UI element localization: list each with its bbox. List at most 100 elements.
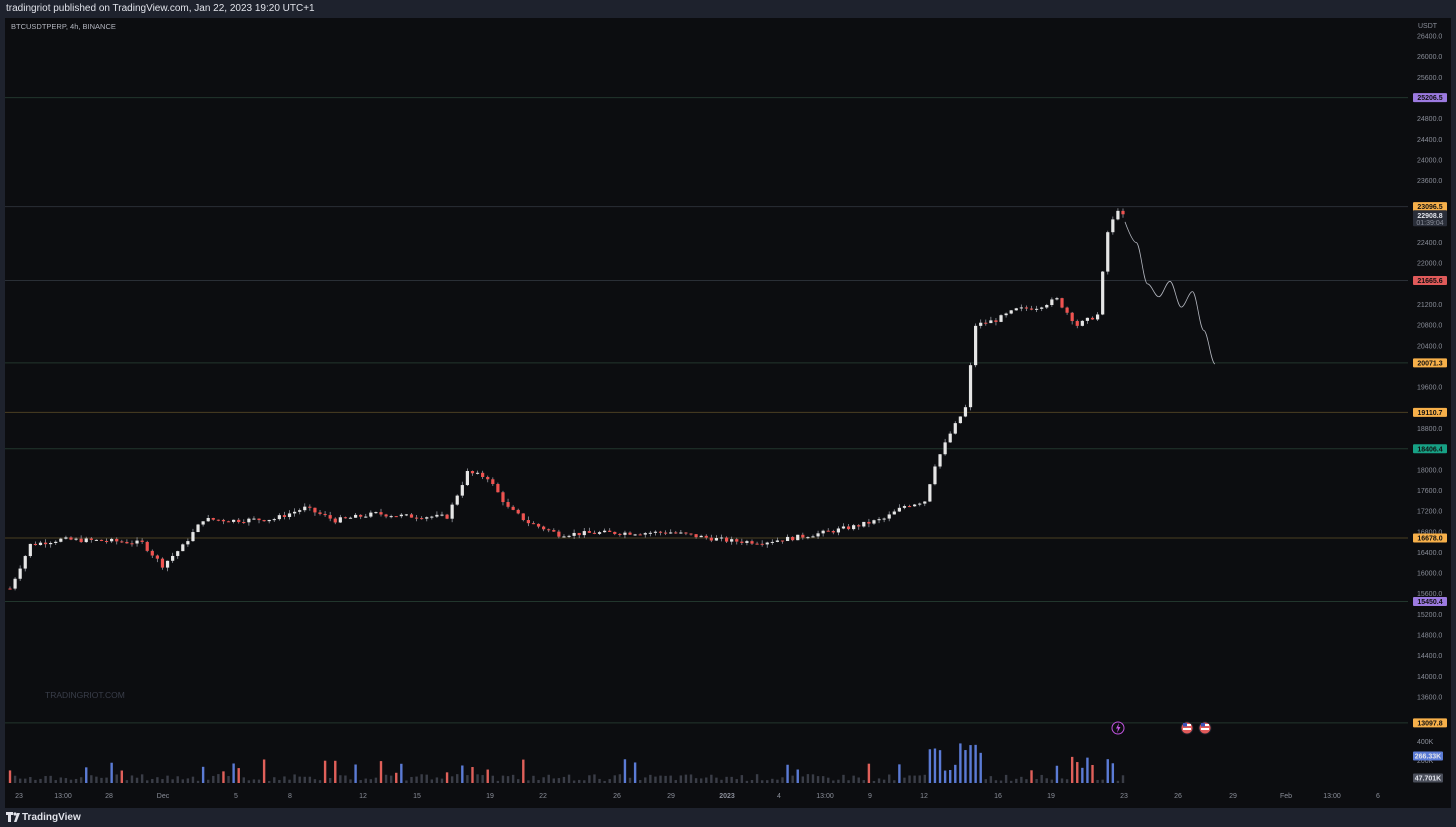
candle-body[interactable] (49, 542, 53, 545)
candle-body[interactable] (953, 423, 957, 434)
candle-body[interactable] (1070, 312, 1074, 322)
candle-body[interactable] (1116, 210, 1120, 220)
candle-body[interactable] (359, 514, 363, 517)
candle-body[interactable] (872, 520, 876, 524)
candle-body[interactable] (689, 533, 693, 535)
candle-body[interactable] (730, 539, 734, 542)
candle-body[interactable] (389, 516, 393, 518)
candle-body[interactable] (221, 519, 226, 522)
candle-body[interactable] (1009, 310, 1013, 314)
candle-body[interactable] (1040, 307, 1044, 309)
candle-body[interactable] (582, 531, 586, 536)
candle-body[interactable] (765, 542, 769, 545)
candle-body[interactable] (328, 515, 332, 519)
candle-body[interactable] (64, 537, 68, 539)
candle-body[interactable] (18, 568, 22, 579)
symbol-legend[interactable]: BTCUSDTPERP, 4h, BINANCE (11, 22, 116, 31)
candle-body[interactable] (369, 512, 373, 517)
candle-body[interactable] (74, 538, 78, 540)
candle-body[interactable] (293, 511, 297, 514)
candle-body[interactable] (770, 541, 774, 543)
candle-body[interactable] (343, 517, 348, 519)
candle-body[interactable] (933, 466, 937, 485)
candle-body[interactable] (806, 537, 810, 539)
candle-body[interactable] (420, 518, 424, 520)
candle-body[interactable] (237, 519, 241, 523)
candle-body[interactable] (1019, 307, 1023, 309)
price-axis[interactable]: 26400.0 26000.0 25600.0 24800.0 24400.0 24000… (1413, 34, 1447, 783)
candle-body[interactable] (445, 514, 449, 519)
candle-body[interactable] (821, 530, 825, 534)
candle-body[interactable] (364, 516, 368, 518)
candle-body[interactable] (140, 540, 144, 542)
candle-body[interactable] (755, 543, 759, 545)
candle-body[interactable] (1014, 308, 1018, 311)
price-chart[interactable]: 26400.0 26000.0 25600.0 24800.0 24400.0 24000… (5, 18, 1451, 808)
candle-body[interactable] (201, 521, 205, 525)
candle-body[interactable] (191, 532, 195, 542)
candle-body[interactable] (841, 526, 846, 529)
candle-body[interactable] (115, 538, 119, 542)
candle-body[interactable] (1111, 219, 1115, 233)
candle-body[interactable] (887, 514, 891, 519)
candle-body[interactable] (521, 513, 525, 521)
candle-body[interactable] (633, 534, 637, 536)
candle-body[interactable] (1004, 313, 1008, 316)
candle-body[interactable] (613, 531, 617, 534)
candle-body[interactable] (257, 518, 261, 521)
candle-body[interactable] (1065, 307, 1069, 313)
candle-body[interactable] (374, 512, 378, 514)
candle-body[interactable] (526, 520, 530, 524)
candle-body[interactable] (902, 506, 907, 508)
candle-body[interactable] (674, 532, 678, 534)
candle-body[interactable] (1050, 299, 1054, 306)
candle-body[interactable] (608, 530, 612, 532)
candle-body[interactable] (176, 551, 180, 556)
candle-body[interactable] (658, 531, 663, 533)
candle-body[interactable] (379, 512, 383, 515)
candle-body[interactable] (496, 484, 500, 493)
candle-body[interactable] (857, 525, 861, 527)
candle-body[interactable] (984, 322, 988, 324)
candle-body[interactable] (394, 516, 398, 518)
candle-body[interactable] (262, 520, 266, 522)
candle-body[interactable] (719, 537, 724, 539)
candle-body[interactable] (745, 541, 749, 543)
candle-body[interactable] (557, 531, 561, 537)
candle-body[interactable] (572, 532, 576, 536)
candle-body[interactable] (709, 537, 713, 541)
candle-body[interactable] (801, 534, 805, 538)
candle-body[interactable] (796, 534, 800, 541)
candle-body[interactable] (948, 433, 952, 443)
candle-body[interactable] (282, 515, 287, 517)
candle-body[interactable] (724, 537, 729, 542)
candle-body[interactable] (501, 492, 505, 503)
candle-body[interactable] (196, 524, 200, 533)
candle-body[interactable] (54, 541, 58, 543)
candle-body[interactable] (125, 541, 129, 544)
candle-body[interactable] (226, 521, 231, 523)
candle-body[interactable] (409, 514, 414, 518)
candle-body[interactable] (475, 472, 480, 474)
candle-body[interactable] (628, 532, 632, 535)
candle-body[interactable] (536, 523, 541, 527)
candle-body[interactable] (1029, 308, 1034, 310)
candle-body[interactable] (277, 515, 281, 520)
candle-body[interactable] (552, 530, 556, 532)
candle-body[interactable] (94, 539, 98, 541)
candle-body[interactable] (333, 518, 337, 523)
candle-body[interactable] (298, 510, 302, 512)
candle-body[interactable] (669, 532, 673, 534)
candle-body[interactable] (542, 526, 546, 530)
candle-body[interactable] (531, 523, 536, 525)
us-flag-event-icon[interactable] (1180, 721, 1194, 735)
candle-body[interactable] (831, 530, 835, 533)
candle-body[interactable] (1085, 317, 1090, 321)
candle-body[interactable] (211, 517, 215, 520)
candle-body[interactable] (938, 454, 942, 467)
candle-body[interactable] (399, 514, 403, 517)
candle-body[interactable] (852, 525, 856, 530)
candle-body[interactable] (404, 514, 409, 516)
lightning-event-icon[interactable] (1111, 721, 1125, 735)
candle-body[interactable] (287, 513, 292, 517)
